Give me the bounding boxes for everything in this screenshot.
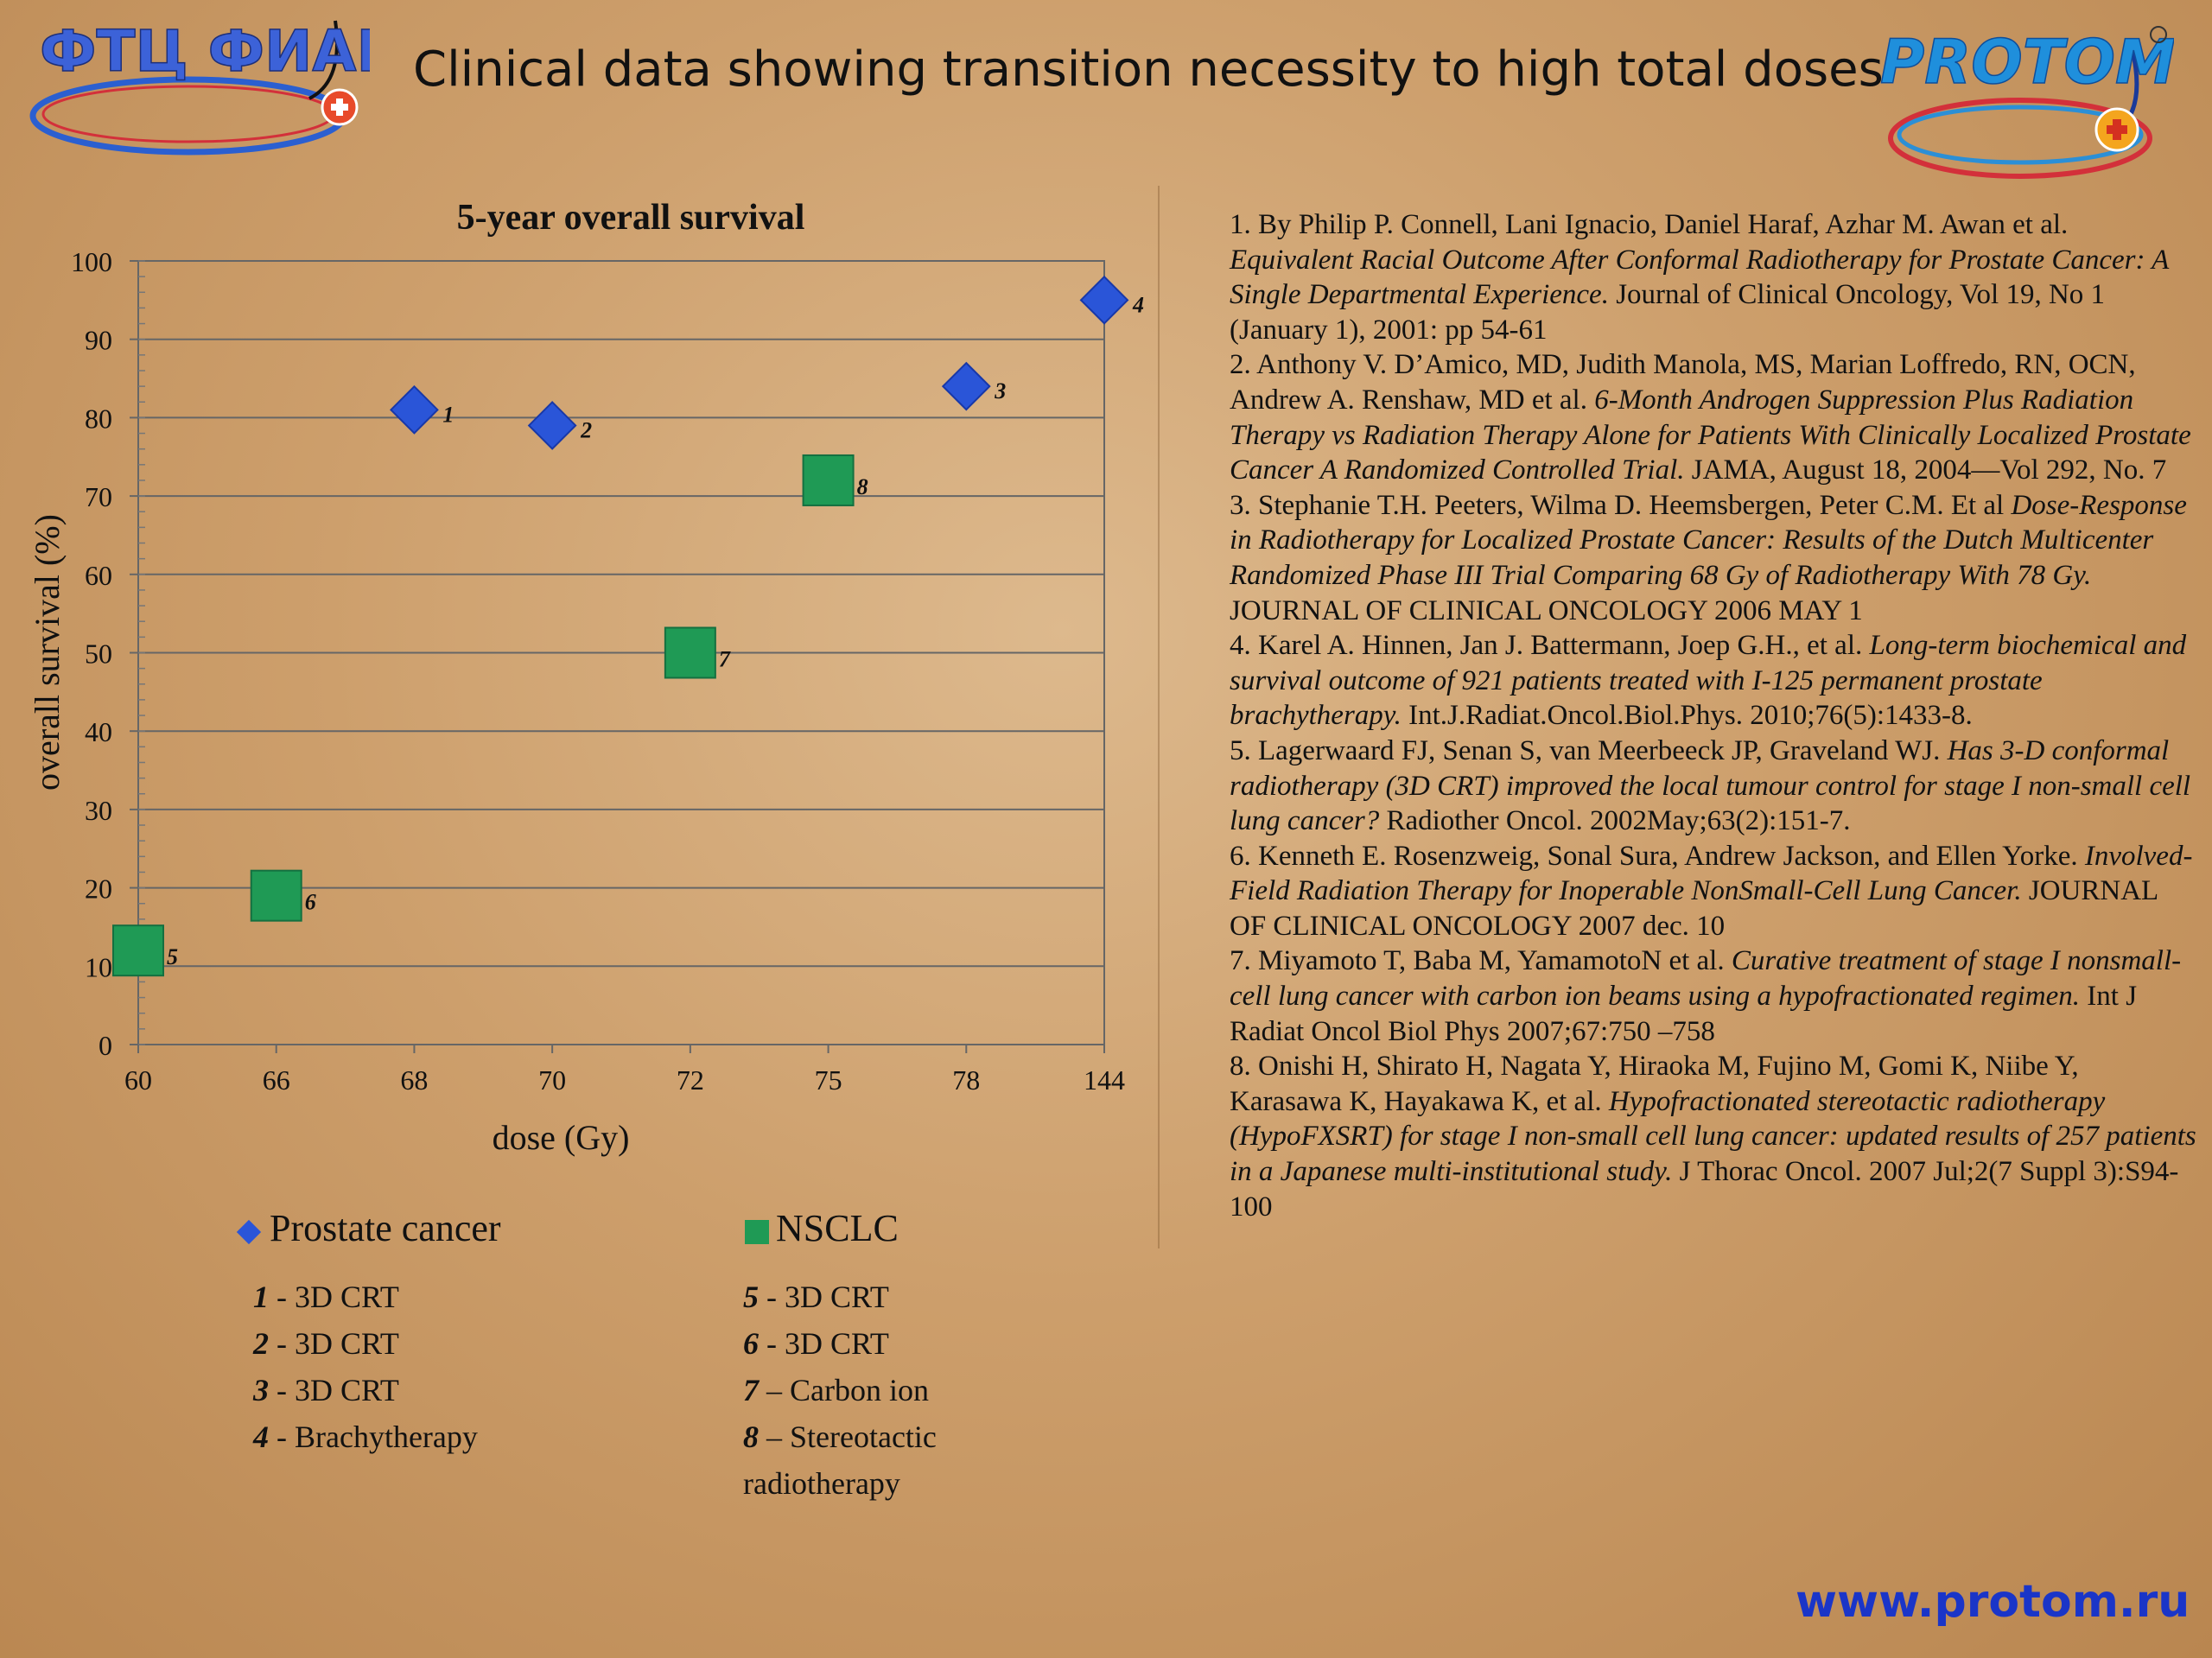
reference-item: 2. Anthony V. D’Amico, MD, Judith Manola… xyxy=(1230,349,2191,486)
point-label: 7 xyxy=(719,647,731,672)
x-tick-label: 144 xyxy=(1084,1064,1125,1096)
reference-item: 6. Kenneth E. Rosenzweig, Sonal Sura, An… xyxy=(1230,840,2193,942)
logo-left-text: ФТЦ ФИАН xyxy=(40,18,370,85)
y-tick-label: 40 xyxy=(85,716,112,747)
y-tick-label: 70 xyxy=(85,481,112,512)
prostate-point xyxy=(941,361,991,411)
slide-title: Clinical data showing transition necessi… xyxy=(413,41,1884,98)
x-tick-label: 68 xyxy=(400,1064,428,1096)
prostate-point xyxy=(527,401,577,450)
point-label: 6 xyxy=(305,890,316,915)
x-tick-label: 75 xyxy=(815,1064,842,1096)
legend-item-continuation: radiotherapy xyxy=(743,1466,900,1501)
nsclc-point xyxy=(664,626,716,679)
point-label: 8 xyxy=(857,474,868,499)
point-label: 2 xyxy=(580,417,592,442)
x-axis-label: dose (Gy) xyxy=(493,1118,630,1157)
reference-item: 3. Stephanie T.H. Peeters, Wilma D. Heem… xyxy=(1230,489,2187,626)
reference-item: 1. By Philip P. Connell, Lani Ignacio, D… xyxy=(1230,209,2169,346)
plus-icon xyxy=(2094,107,2139,152)
y-tick-label: 10 xyxy=(85,951,112,982)
x-tick-label: 60 xyxy=(124,1064,152,1096)
legend-prostate-label: Prostate cancer xyxy=(270,1207,501,1249)
y-tick-label: 100 xyxy=(71,246,112,277)
y-tick-label: 60 xyxy=(85,560,112,591)
registered-icon xyxy=(2150,26,2167,43)
nsclc-point xyxy=(802,454,855,506)
legend-nsclc: NSCLC xyxy=(745,1206,899,1250)
legend-item: 5 - 3D CRT xyxy=(743,1280,889,1314)
reference-item: 4. Karel A. Hinnen, Jan J. Battermann, J… xyxy=(1230,630,2187,732)
legend-item: 7 – Carbon ion xyxy=(743,1373,929,1407)
survival-chart: 5-year overall survival 0 10 20 30 40 50 60 70 8… xyxy=(28,198,1144,1157)
y-tick-label: 50 xyxy=(85,638,112,670)
x-tick-label: 70 xyxy=(538,1064,566,1096)
reference-item: 7. Miyamoto T, Baba M, YamamotoN et al. … xyxy=(1230,945,2182,1047)
x-tick-label: 66 xyxy=(263,1064,290,1096)
y-tick-label: 0 xyxy=(99,1030,112,1061)
protom-logo: PROTOM xyxy=(1879,26,2174,179)
point-label: 3 xyxy=(994,378,1006,403)
website-link[interactable]: www.protom.ru xyxy=(1796,1576,2190,1628)
references-list: 1. By Philip P. Connell, Lani Ignacio, D… xyxy=(1230,207,2197,1224)
legend-item: 3 - 3D CRT xyxy=(253,1373,399,1407)
y-tick-label: 90 xyxy=(85,325,112,356)
nsclc-point xyxy=(112,924,164,977)
nsclc-point xyxy=(250,869,302,922)
reference-item: 5. Lagerwaard FJ, Senan S, van Meerbeeck… xyxy=(1230,734,2191,837)
legend-item: 6 - 3D CRT xyxy=(743,1326,889,1361)
legend-item: 2 - 3D CRT xyxy=(253,1326,399,1361)
point-label: 1 xyxy=(442,402,454,427)
prostate-point xyxy=(1079,275,1129,325)
prostate-point xyxy=(390,384,439,435)
y-tick-label: 30 xyxy=(85,795,112,826)
ftc-fian-logo: ФТЦ ФИАН xyxy=(29,17,370,156)
diamond-icon xyxy=(236,1219,262,1245)
x-tick-label: 72 xyxy=(677,1064,704,1096)
y-tick-label: 80 xyxy=(85,403,112,434)
y-tick-label: 20 xyxy=(85,873,112,905)
legend-prostate: Prostate cancer xyxy=(236,1206,501,1250)
reference-item: 8. Onishi H, Shirato H, Nagata Y, Hiraok… xyxy=(1230,1051,2196,1223)
square-icon xyxy=(745,1219,769,1244)
chart-title: 5-year overall survival xyxy=(457,198,805,238)
legend-nsclc-label: NSCLC xyxy=(776,1207,899,1249)
legend-item: 8 – Stereotactic xyxy=(743,1420,937,1454)
logo-right-text: PROTOM xyxy=(1880,27,2174,98)
point-label: 5 xyxy=(167,944,178,969)
x-tick-label: 78 xyxy=(952,1064,980,1096)
point-label: 4 xyxy=(1132,292,1144,317)
legend-item: 4 - Brachytherapy xyxy=(253,1420,478,1454)
column-divider xyxy=(1158,186,1160,1248)
y-axis-label: overall survival (%) xyxy=(28,514,67,791)
legend-item: 1 - 3D CRT xyxy=(253,1280,399,1314)
plus-icon xyxy=(321,88,359,126)
